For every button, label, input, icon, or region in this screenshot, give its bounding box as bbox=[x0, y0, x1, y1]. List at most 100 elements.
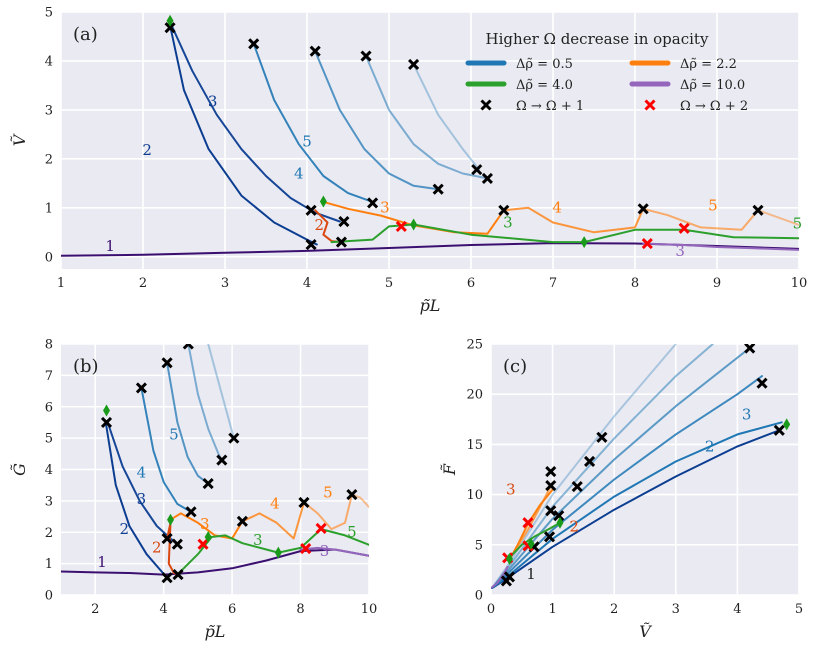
series-line-9 bbox=[502, 206, 645, 234]
black-cross-marker bbox=[202, 478, 214, 490]
black-cross-marker bbox=[216, 454, 228, 466]
y-tick-label: 2 bbox=[45, 526, 53, 541]
series-line-9 bbox=[241, 501, 305, 540]
series-line-11 bbox=[757, 209, 799, 226]
series-line-8 bbox=[507, 521, 561, 560]
black-cross-marker bbox=[335, 236, 348, 248]
black-cross-marker bbox=[298, 496, 310, 509]
x-tick-label: 5 bbox=[795, 602, 803, 617]
series-line-0 bbox=[491, 429, 781, 589]
y-tick-label: 0 bbox=[45, 250, 53, 265]
black-cross-marker bbox=[135, 382, 147, 394]
black-cross-marker bbox=[481, 172, 493, 184]
black-cross-marker bbox=[583, 455, 596, 468]
black-cross-marker bbox=[367, 197, 379, 209]
y-tick-label: 15 bbox=[466, 438, 483, 453]
legend-label: Δρ̃ = 4.0 bbox=[516, 78, 573, 93]
curve-label: 1 bbox=[97, 553, 107, 571]
y-tick-label: 5 bbox=[475, 538, 483, 553]
green-diamond-marker bbox=[556, 516, 564, 529]
black-cross-marker bbox=[228, 432, 240, 444]
curve-label: 5 bbox=[708, 196, 718, 214]
x-tick-label: 0 bbox=[487, 602, 495, 617]
black-cross-marker bbox=[500, 575, 512, 587]
green-diamond-marker bbox=[410, 218, 418, 231]
y-tick-label: 0 bbox=[475, 589, 483, 604]
series-line-2 bbox=[106, 419, 179, 546]
black-cross-marker bbox=[498, 204, 510, 216]
black-cross-marker bbox=[236, 515, 248, 527]
x-tick-label: 1 bbox=[57, 276, 65, 291]
x-tick-label: 2 bbox=[610, 602, 618, 617]
x-tick-label: 1 bbox=[548, 602, 556, 617]
series-group bbox=[491, 344, 791, 589]
green-diamond-marker bbox=[166, 14, 174, 27]
red-cross-marker bbox=[641, 237, 653, 250]
red-cross-marker bbox=[395, 220, 407, 232]
y-tick-label: 5 bbox=[45, 432, 53, 447]
curve-label: 2 bbox=[315, 216, 325, 234]
series-line-1 bbox=[169, 24, 318, 246]
red-cross-marker bbox=[315, 522, 327, 535]
y-axis-label: G̃ bbox=[10, 463, 29, 476]
curve-label: 5 bbox=[169, 426, 179, 444]
green-diamond-marker bbox=[274, 546, 282, 559]
x-tick-label: 4 bbox=[733, 602, 741, 617]
curve-label: 2 bbox=[120, 520, 130, 538]
x-tick-label: 9 bbox=[713, 276, 721, 291]
curve-label: 5 bbox=[347, 523, 357, 541]
series-line-3 bbox=[252, 42, 374, 203]
green-diamond-marker bbox=[319, 195, 327, 208]
green-diamond-marker bbox=[204, 530, 212, 543]
black-cross-marker bbox=[338, 215, 350, 228]
curve-label: 4 bbox=[552, 199, 562, 217]
black-cross-marker bbox=[545, 465, 557, 478]
red-cross-marker bbox=[197, 538, 209, 550]
y-tick-label: 3 bbox=[45, 494, 53, 509]
y-tick-label: 7 bbox=[45, 369, 53, 384]
curve-label: 2 bbox=[152, 539, 162, 557]
black-cross-marker bbox=[100, 416, 113, 428]
series-line-1 bbox=[104, 419, 169, 579]
series-line-10 bbox=[642, 207, 759, 231]
curve-label: 3 bbox=[253, 531, 263, 549]
black-cross-marker bbox=[172, 569, 184, 581]
x-tick-label: 2 bbox=[139, 276, 147, 291]
x-tick-label: 8 bbox=[631, 276, 639, 291]
panel-c: 0 1 2 3 4 5 0 5 10 15 20 25 1 2 3 2 3 (c) Ṽ F̃ bbox=[440, 338, 803, 642]
black-cross-marker bbox=[744, 344, 756, 354]
series-line-6 bbox=[207, 344, 235, 440]
series-line-12 bbox=[330, 223, 799, 244]
black-cross-marker bbox=[545, 480, 557, 492]
black-cross-marker bbox=[185, 506, 197, 518]
y-tick-label: 1 bbox=[45, 201, 53, 216]
x-tick-label: 2 bbox=[91, 602, 99, 617]
x-tick-label: 4 bbox=[160, 602, 168, 617]
black-cross-marker bbox=[248, 38, 260, 50]
black-cross-marker bbox=[346, 489, 358, 501]
panel-label: (b) bbox=[73, 356, 99, 377]
black-cross-marker bbox=[773, 424, 785, 436]
y-tick-label: 0 bbox=[45, 589, 53, 604]
panel-label: (a) bbox=[73, 24, 98, 45]
curve-label: 5 bbox=[323, 484, 333, 502]
curve-label: 3 bbox=[320, 542, 330, 560]
curve-label: 3 bbox=[742, 405, 752, 423]
curve-label: 3 bbox=[200, 515, 210, 533]
legend-entry: Δρ̃ = 4.0 bbox=[465, 78, 573, 93]
series-line-4 bbox=[166, 361, 210, 485]
curve-label: 2 bbox=[142, 141, 152, 159]
series-line-4 bbox=[314, 50, 440, 191]
x-tick-label: 6 bbox=[228, 602, 236, 617]
y-tick-label: 2 bbox=[45, 152, 53, 167]
y-tick-label: 10 bbox=[466, 488, 483, 503]
series-line-5 bbox=[491, 344, 677, 589]
black-cross-marker bbox=[182, 344, 194, 350]
curve-label: 1 bbox=[105, 237, 115, 255]
curve-label: 3 bbox=[503, 213, 513, 231]
series-line-9 bbox=[491, 565, 509, 589]
legend-label: Δρ̃ = 0.5 bbox=[516, 57, 573, 72]
panel-label: (c) bbox=[503, 356, 527, 377]
